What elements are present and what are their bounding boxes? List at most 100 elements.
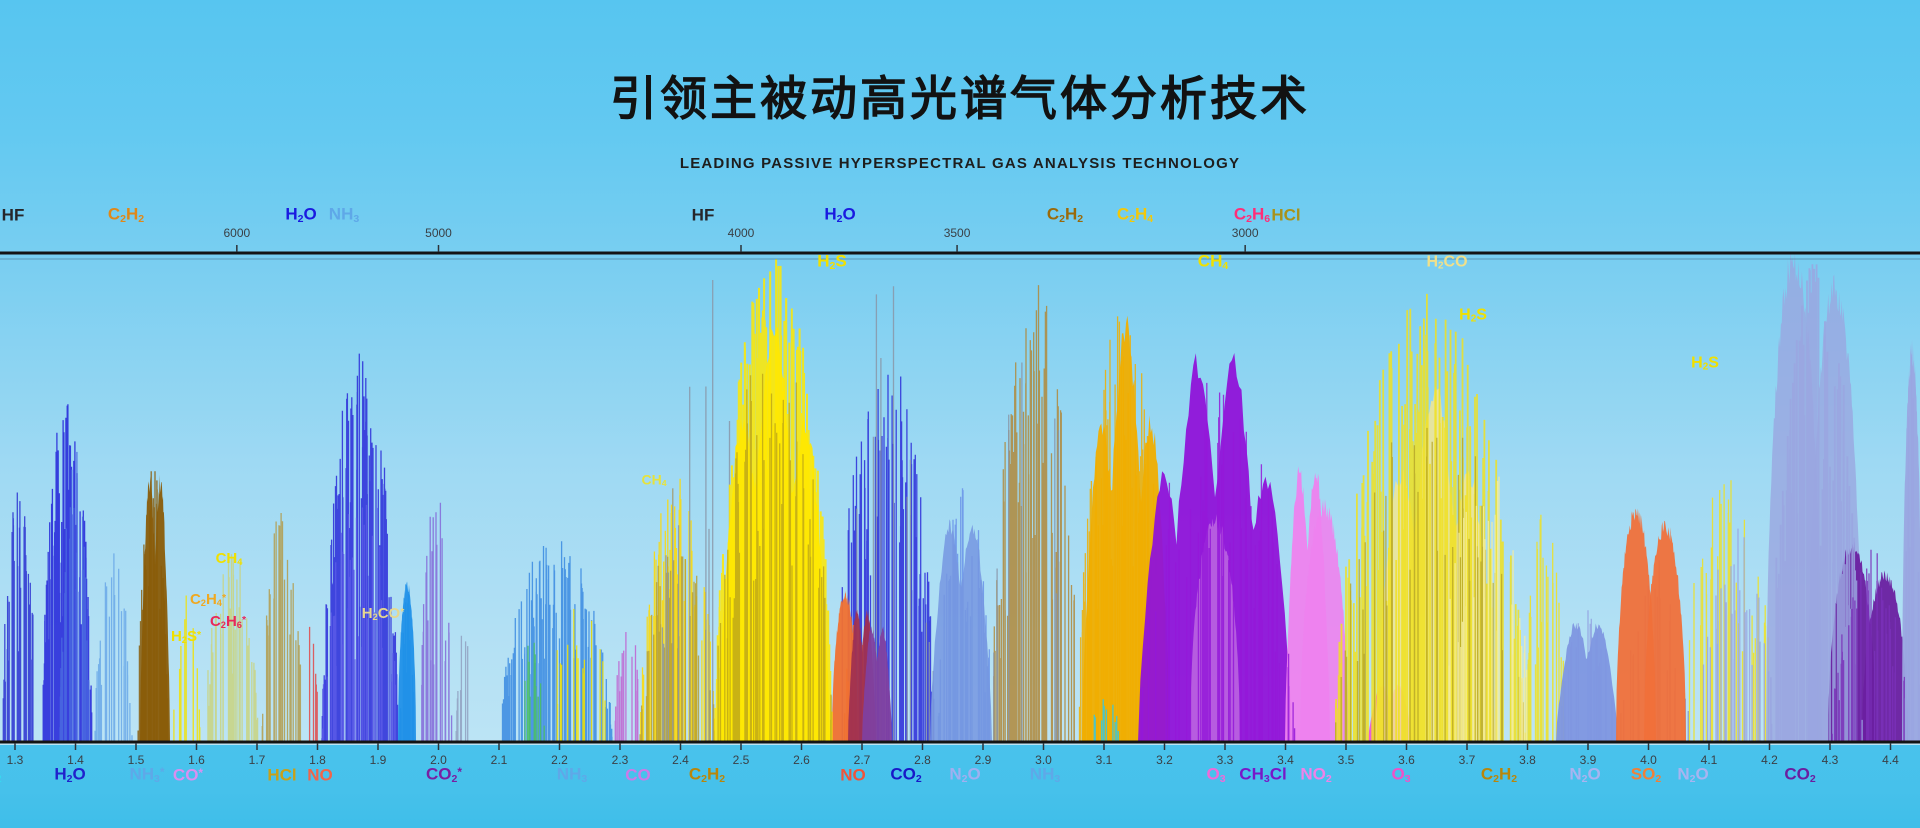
bottom-gas-label: NH3 — [556, 764, 588, 785]
bottom-tick-label: 2.2 — [551, 753, 568, 767]
bottom-tick-label: 2.9 — [974, 753, 992, 767]
bottom-tick-label: 2.5 — [732, 753, 750, 767]
bottom-gas-label: CH3Cl — [1239, 764, 1287, 785]
bottom-gas-label: O3 — [1206, 764, 1226, 785]
spectral-envelope — [862, 626, 892, 742]
top-gas-label: C2H4 — [1116, 204, 1154, 225]
top-tick-label: 3000 — [1231, 226, 1259, 240]
plot-gas-label: C2H6* — [209, 612, 247, 630]
spectral-line-band — [308, 626, 318, 742]
bottom-tick-label: 4.4 — [1882, 753, 1899, 767]
top-gas-label: HCl — [1271, 205, 1301, 225]
bottom-gas-label: O2 — [0, 766, 2, 785]
spectral-envelope — [1644, 520, 1686, 742]
bottom-gas-label: NO — [840, 765, 866, 785]
spectral-line-band — [2, 492, 34, 742]
spectral-line-band — [455, 635, 469, 742]
bottom-tick-label: 4.1 — [1700, 753, 1718, 767]
bottom-gas-label: NO — [307, 765, 333, 785]
bottom-gas-label: CO2* — [426, 764, 462, 785]
bottom-tick-label: 3.0 — [1035, 753, 1052, 767]
plot-gas-label: H2CO — [1426, 253, 1468, 272]
bottom-gas-label: CO* — [172, 765, 204, 785]
bottom-tick-label: 4.0 — [1640, 753, 1657, 767]
spectral-line-band — [1140, 382, 1296, 742]
bottom-gas-label: SO2 — [1630, 764, 1662, 785]
bottom-tick-label: 4.3 — [1821, 753, 1839, 767]
bottom-tick-label: 1.5 — [127, 753, 145, 767]
bottom-tick-label: 1.8 — [309, 753, 326, 767]
bottom-gas-label: CO — [625, 765, 651, 785]
top-tick-label: 3500 — [943, 226, 971, 240]
bottom-gas-label: CO2 — [890, 764, 922, 785]
bottom-tick-label: 4.2 — [1761, 753, 1778, 767]
bottom-tick-label: 2.7 — [853, 753, 871, 767]
bottom-gas-label: N2O — [1569, 764, 1601, 785]
bottom-strip — [0, 745, 1920, 828]
spectral-line-band — [261, 513, 302, 742]
bottom-tick-label: 2.6 — [793, 753, 810, 767]
bottom-tick-label: 1.3 — [6, 753, 24, 767]
bottom-gas-label: CO2 — [1784, 764, 1816, 785]
top-tick-label: 5000 — [425, 226, 452, 240]
bottom-tick-label: 3.7 — [1458, 753, 1476, 767]
plot-gas-label: C2H4* — [189, 590, 227, 608]
top-tick-label: 6000 — [223, 226, 251, 240]
bottom-tick-label: 3.3 — [1216, 753, 1234, 767]
spectral-line-band — [173, 595, 201, 742]
spectral-line-band — [1831, 549, 1906, 742]
plot-gas-label: CH4 — [215, 549, 243, 567]
spectral-line-band — [94, 553, 133, 742]
bottom-gas-label: HCl — [267, 765, 297, 785]
bottom-gas-label: N2O — [1677, 764, 1709, 785]
bottom-tick-label: 2.3 — [611, 753, 629, 767]
top-gas-label: NH3 — [328, 204, 360, 225]
top-gas-label: C2H2 — [107, 204, 145, 225]
bottom-tick-label: 1.9 — [369, 753, 387, 767]
spectral-line-band — [614, 632, 639, 742]
bottom-gas-label: N2O — [949, 764, 981, 785]
spectral-envelope — [398, 581, 416, 742]
spectral-envelope — [140, 474, 170, 742]
spectral-line-band — [1093, 699, 1119, 742]
spectral-envelope — [930, 519, 992, 742]
plot-gas-label: H2S — [1459, 306, 1487, 325]
bottom-tick-label: 2.1 — [490, 753, 508, 767]
spectral-line-band — [993, 362, 1060, 742]
spectral-line-band — [321, 504, 396, 742]
top-gas-label: H2O — [824, 204, 856, 225]
bottom-tick-label: 3.6 — [1398, 753, 1415, 767]
bottom-tick-label: 2.8 — [914, 753, 931, 767]
bottom-tick-label: 3.8 — [1519, 753, 1536, 767]
bottom-tick-label: 3.1 — [1095, 753, 1113, 767]
plot-gas-label: H2S* — [170, 627, 202, 645]
bottom-gas-label: C2H2 — [688, 764, 726, 785]
bottom-tick-label: 1.6 — [188, 753, 205, 767]
top-tick-label: 4000 — [727, 226, 755, 240]
spectral-line-band — [1448, 476, 1528, 742]
spectral-envelope — [1300, 498, 1348, 742]
bottom-tick-label: 1.7 — [248, 753, 266, 767]
page-title: 引领主被动高光谱气体分析技术 — [610, 72, 1310, 125]
plot-gas-label: CH4 — [1197, 251, 1229, 272]
plot-gas-label: H2S — [817, 251, 847, 272]
bottom-gas-label: NH3 — [1029, 764, 1061, 785]
spectral-line-band — [1702, 528, 1773, 742]
top-gas-label: HF — [1, 205, 25, 225]
plot-gas-label: H2S — [1691, 354, 1719, 373]
spectral-line-band — [59, 451, 90, 742]
bottom-gas-label: NH3* — [129, 764, 165, 785]
bottom-tick-label: 2.0 — [430, 753, 447, 767]
spectral-line-band — [207, 554, 259, 742]
page-subtitle: LEADING PASSIVE HYPERSPECTRAL GAS ANALYS… — [679, 155, 1241, 172]
top-gas-label: C2H6 — [1233, 204, 1271, 225]
top-gas-label: C2H2 — [1046, 204, 1084, 225]
bottom-tick-label: 3.9 — [1579, 753, 1597, 767]
bottom-gas-label: NO2 — [1300, 764, 1332, 785]
bottom-tick-label: 3.4 — [1277, 753, 1294, 767]
spectral-envelope — [1862, 570, 1908, 742]
bottom-gas-label: O3 — [1391, 764, 1411, 785]
top-gas-label: HF — [691, 205, 715, 225]
